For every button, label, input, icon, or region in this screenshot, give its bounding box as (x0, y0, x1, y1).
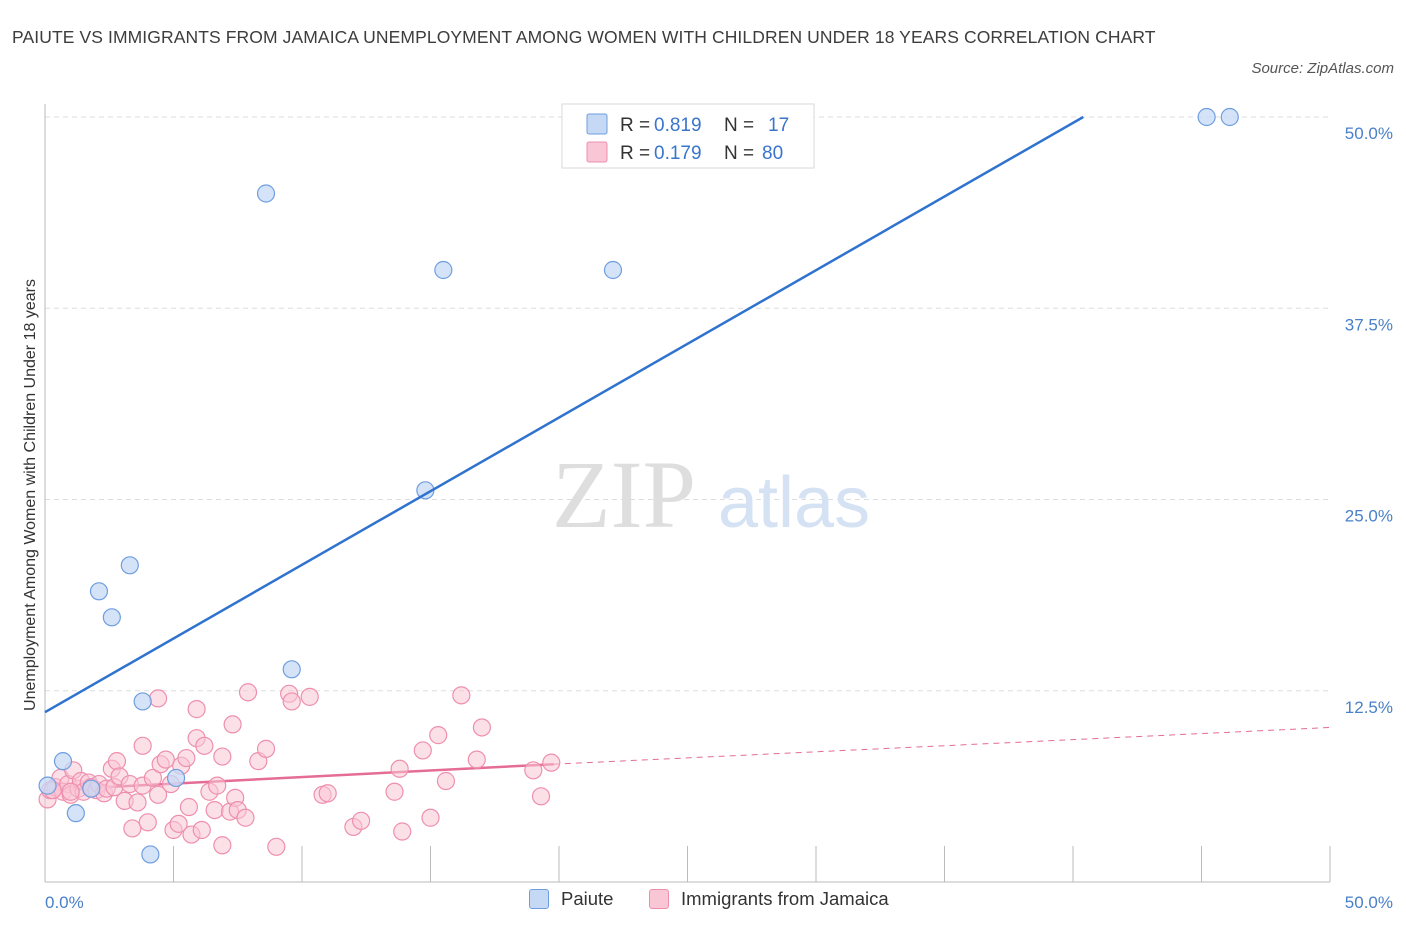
jamaica-point (107, 752, 127, 771)
watermark-zip: ZIP (552, 441, 696, 548)
jamaica-point (300, 687, 319, 706)
legend: R = 0.819 N = 17 R = 0.179 N = 80 (561, 103, 815, 169)
paiute-point (89, 582, 109, 601)
jamaica-point (390, 759, 409, 778)
jamaica-point (282, 692, 301, 711)
source-label: Source: ZipAtlas.com (1251, 60, 1394, 77)
jamaica-point (195, 736, 214, 755)
jamaica-point (123, 819, 142, 838)
legend-r-label-paiute: R = (620, 115, 650, 136)
legend-r-label-jamaica: R = (620, 143, 650, 164)
legend-n-value-paiute: 17 (768, 115, 789, 136)
jamaica-point (61, 782, 80, 801)
y-tick-label-3: 50.0% (1345, 124, 1393, 143)
axes (44, 104, 1331, 883)
bottom-legend-paiute-label: Paiute (561, 888, 614, 909)
jamaica-point (393, 822, 412, 841)
bottom-legend-jamaica-label: Immigrants from Jamaica (681, 888, 889, 909)
jamaica-point (169, 814, 188, 833)
jamaica-point (413, 741, 432, 760)
paiute-point (166, 768, 186, 788)
x-tick-label-1: 50.0% (1345, 893, 1393, 912)
jamaica-point (385, 782, 404, 801)
jamaica-trendline-dashed (553, 726, 1331, 765)
jamaica-point (352, 811, 371, 830)
jamaica-point (472, 718, 491, 737)
legend-r-value-jamaica: 0.179 (654, 143, 702, 164)
paiute-point (1197, 107, 1216, 127)
paiute-point (53, 752, 73, 771)
x-tick-label-0: 0.0% (45, 893, 84, 912)
gridlines (45, 116, 1330, 692)
legend-n-label-paiute: N = (724, 115, 754, 136)
jamaica-point (256, 739, 276, 758)
paiute-point (282, 660, 301, 679)
bottom-legend-paiute[interactable]: Paiute (529, 888, 613, 910)
paiute-point (66, 804, 85, 823)
paiute-trendline (44, 115, 1084, 714)
jamaica-point (429, 726, 448, 745)
legend-n-label-jamaica: N = (724, 143, 754, 164)
jamaica-point (436, 771, 456, 791)
y-tick-label-1: 25.0% (1345, 507, 1393, 526)
legend-n-value-jamaica: 80 (762, 143, 783, 164)
jamaica-point (236, 808, 255, 827)
jamaica-point (156, 750, 175, 769)
paiute-points (38, 107, 1239, 864)
paiute-swatch (529, 889, 549, 909)
tick-labels: 12.5% 25.0% 37.5% 50.0% 0.0% 50.0% (45, 124, 1393, 912)
watermark: ZIP atlas (552, 441, 870, 548)
jamaica-point (177, 748, 196, 768)
jamaica-point (187, 700, 206, 719)
jamaica-point (531, 787, 551, 806)
jamaica-point (318, 784, 337, 803)
jamaica-point (452, 686, 471, 705)
y-tick-label-0: 12.5% (1345, 698, 1393, 717)
paiute-point (1220, 107, 1239, 127)
legend-swatch-paiute (586, 113, 608, 135)
jamaica-point (267, 837, 286, 856)
jamaica-point (524, 761, 543, 780)
jamaica-point (223, 715, 242, 734)
jamaica-trendline (44, 726, 1331, 792)
chart-title: PAIUTE VS IMMIGRANTS FROM JAMAICA UNEMPL… (12, 27, 1156, 47)
jamaica-point (421, 808, 440, 827)
jamaica-point (133, 736, 152, 755)
jamaica-swatch (649, 889, 669, 909)
jamaica-point (205, 800, 224, 820)
jamaica-point (179, 797, 199, 817)
jamaica-point (128, 793, 147, 812)
paiute-point (256, 184, 276, 203)
jamaica-point (238, 683, 258, 702)
jamaica-point (467, 750, 486, 769)
bottom-legend-jamaica[interactable]: Immigrants from Jamaica (649, 888, 889, 910)
jamaica-point (208, 776, 227, 795)
paiute-trendline-solid (44, 115, 1084, 714)
watermark-atlas: atlas (718, 463, 870, 543)
bottom-legend: Paiute Immigrants from Jamaica (0, 888, 1406, 918)
paiute-point (603, 260, 623, 280)
y-tick-label-2: 37.5% (1345, 315, 1393, 334)
paiute-point (434, 260, 453, 280)
jamaica-point (148, 785, 168, 804)
jamaica-point (192, 820, 211, 840)
jamaica-point (143, 768, 163, 788)
legend-swatch-jamaica (586, 141, 608, 163)
jamaica-point (138, 813, 157, 832)
paiute-point (141, 845, 160, 864)
paiute-point (120, 556, 139, 575)
jamaica-point (542, 753, 561, 772)
paiute-point (133, 692, 152, 711)
jamaica-point (148, 689, 168, 708)
paiute-point (102, 608, 121, 627)
jamaica-point (213, 836, 232, 855)
jamaica-point (213, 747, 232, 766)
paiute-point (82, 779, 101, 798)
paiute-point (38, 776, 57, 795)
legend-r-value-paiute: 0.819 (654, 115, 702, 136)
jamaica-points (38, 683, 561, 856)
